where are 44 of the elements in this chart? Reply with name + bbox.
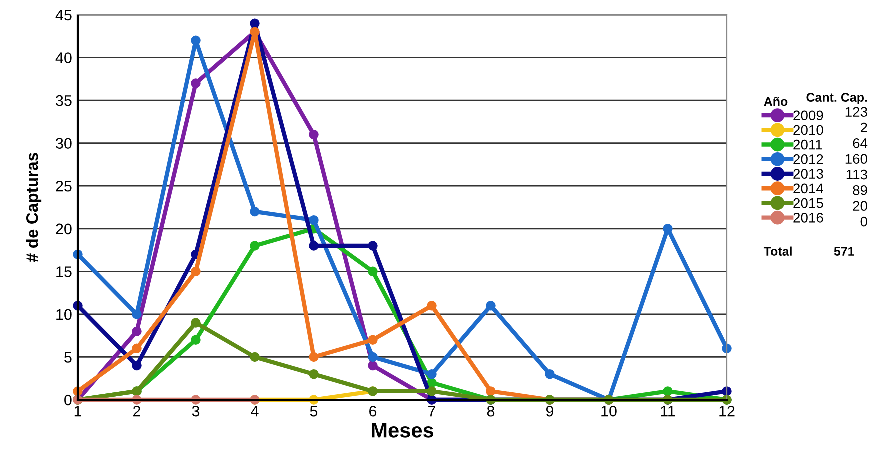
- text: 89: [853, 186, 868, 196]
- y-tick-label: 20: [56, 224, 72, 235]
- x-tick-label: 2: [134, 406, 140, 417]
- text: 20: [853, 201, 868, 212]
- x-tick-label: 9: [546, 406, 554, 417]
- text: 64: [853, 138, 868, 148]
- x-tick-label: 11: [661, 406, 676, 417]
- y-axis-title: # de Capturas: [26, 153, 42, 262]
- text: 123: [846, 107, 868, 118]
- legend-label: 2015: [794, 198, 824, 208]
- y-tick-label: 10: [56, 309, 72, 320]
- x-tick-label: 4: [251, 406, 259, 417]
- y-tick-label: 35: [56, 95, 72, 106]
- y-tick-label: 15: [56, 266, 72, 278]
- x-tick-label: 6: [370, 406, 377, 417]
- text: 2: [860, 122, 868, 133]
- text: Total: [764, 246, 792, 256]
- x-tick-label: 10: [602, 406, 617, 417]
- y-tick-label: 40: [56, 52, 72, 64]
- legend-label: 2016: [794, 213, 824, 223]
- x-tick-label: 3: [192, 406, 200, 417]
- legend-label: 2012: [794, 154, 824, 164]
- text: 160: [846, 154, 868, 164]
- text: 113: [846, 170, 868, 180]
- y-tick-label: 25: [56, 180, 72, 192]
- y-tick-label: 45: [56, 10, 72, 21]
- text: 0: [860, 216, 868, 227]
- legend-label: 2014: [794, 184, 824, 194]
- x-tick-label: 1: [74, 406, 82, 417]
- legend-label: 2010: [794, 125, 824, 136]
- y-tick-label: 5: [64, 352, 72, 363]
- legend-title: Año: [764, 97, 788, 106]
- x-axis-title: Meses: [372, 423, 434, 438]
- y-tick-label: 0: [64, 394, 72, 406]
- text: Cant. Cap.: [806, 93, 868, 104]
- legend-label: 2011: [794, 140, 822, 150]
- legend-label: 2009: [794, 110, 824, 121]
- legend-label: 2013: [794, 169, 824, 179]
- x-tick-label: 12: [720, 406, 735, 417]
- x-tick-label: 8: [487, 406, 495, 417]
- x-tick-label: 7: [428, 406, 436, 417]
- text: 571: [834, 247, 854, 256]
- x-tick-label: 5: [310, 406, 318, 417]
- y-tick-label: 30: [56, 138, 72, 150]
